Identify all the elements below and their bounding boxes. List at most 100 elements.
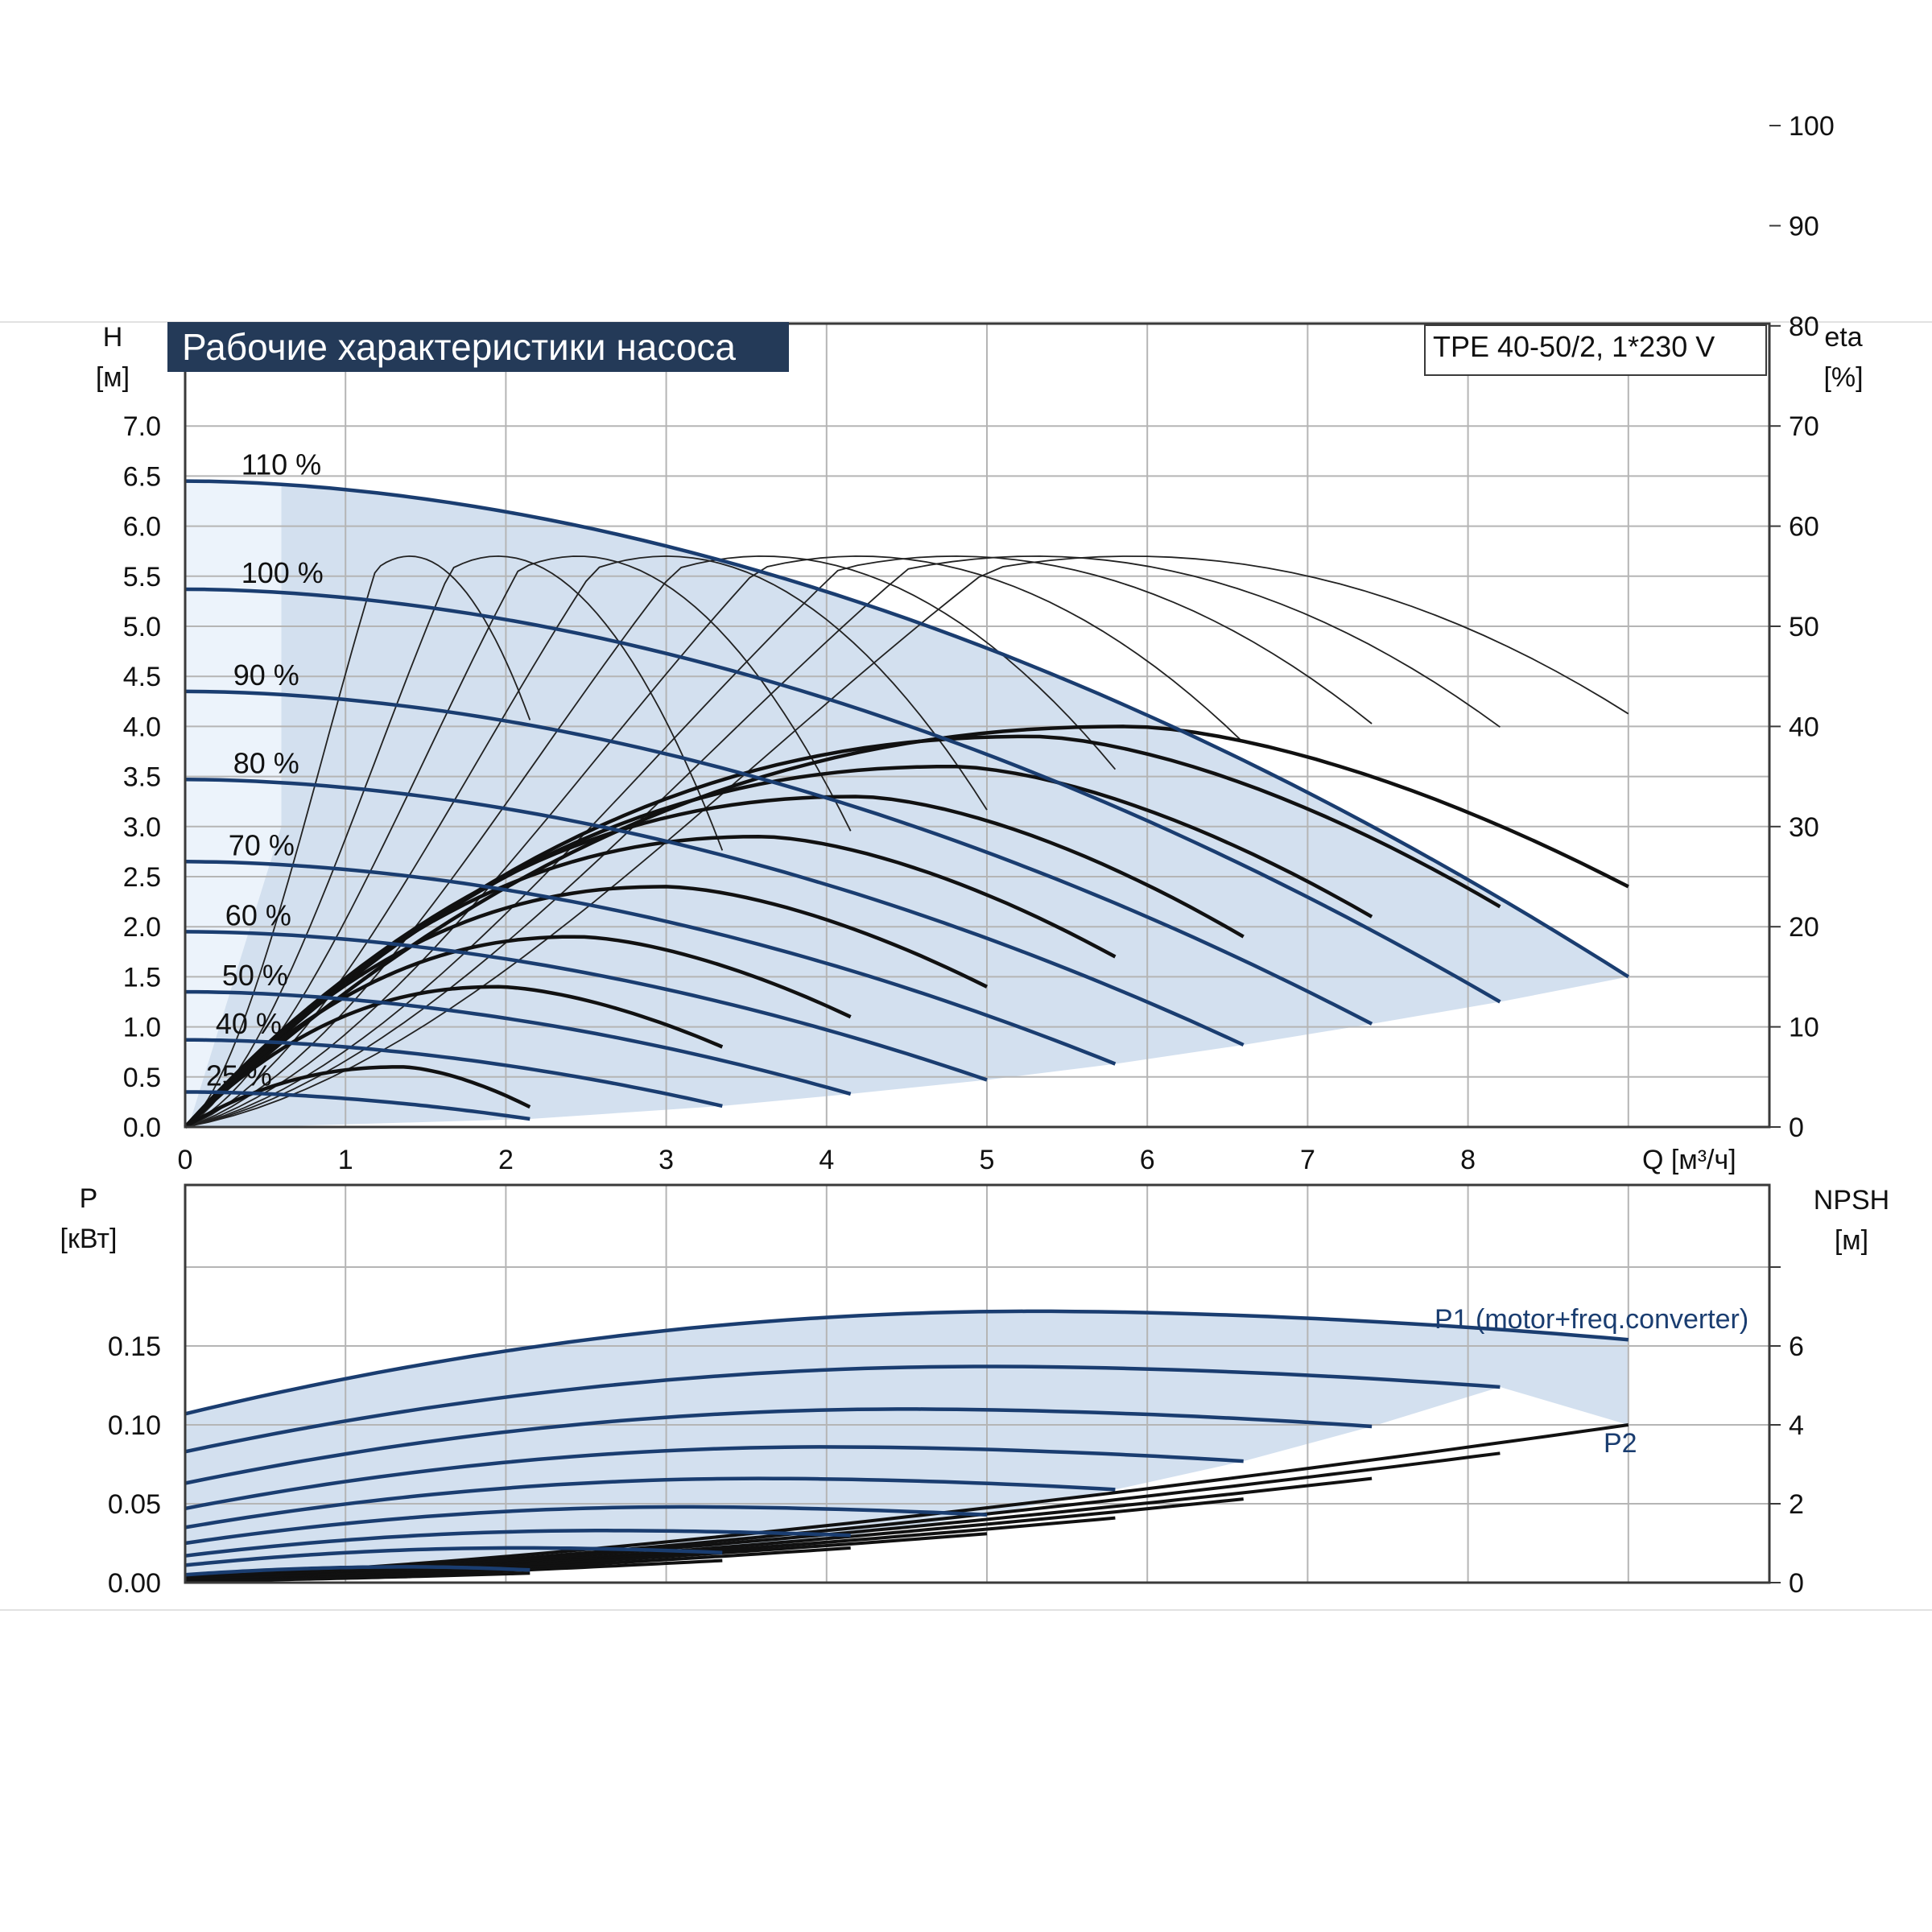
- y2-tick-label: 20: [1789, 912, 1819, 943]
- p-tick-label: 0.15: [108, 1331, 161, 1362]
- y2-tick-label: 90: [1789, 211, 1819, 242]
- y2-tick-label: 100: [1789, 111, 1835, 142]
- p2-curve-label: P2: [1604, 1428, 1637, 1459]
- y2-tick-label: 80: [1789, 312, 1819, 342]
- p1-curve: [184, 1445, 1244, 1511]
- x-tick-label: 0: [178, 1145, 193, 1175]
- y-axis-name: H: [103, 322, 123, 353]
- y-tick-label: 3.5: [123, 762, 161, 793]
- p2-curve: [184, 1423, 1629, 1579]
- p1-curve: [184, 1546, 723, 1567]
- speed-label: 50 %: [222, 959, 288, 992]
- y2-tick-label: 70: [1789, 411, 1819, 442]
- efficiency-arc: [184, 555, 1245, 1128]
- speed-label: 40 %: [216, 1007, 282, 1040]
- p2-curve: [185, 1571, 530, 1583]
- p-tick-label: 0.00: [108, 1568, 161, 1599]
- y-tick-label: 2.0: [123, 912, 161, 943]
- npsh-axis-unit: [м]: [1835, 1225, 1868, 1256]
- efficiency-arc: [184, 555, 1501, 1128]
- y2-tick-label: 30: [1789, 812, 1819, 843]
- npsh-axis-name: NPSH: [1814, 1185, 1889, 1216]
- x-axis-label: Q [м³/ч]: [1642, 1145, 1736, 1175]
- head-curve: [185, 1090, 530, 1121]
- efficiency-curve: [184, 834, 1117, 1129]
- y2-tick-label: 50: [1789, 612, 1819, 642]
- y-tick-label: 7.0: [123, 411, 161, 442]
- head-curve: [184, 479, 1630, 979]
- p1-curve: [184, 1309, 1629, 1416]
- p-tick-label: 0.10: [108, 1410, 161, 1441]
- speed-label: 100 %: [242, 556, 324, 589]
- y2-axis-unit: [%]: [1823, 362, 1863, 393]
- y-tick-label: 0.5: [123, 1063, 161, 1093]
- x-tick-label: 4: [819, 1145, 834, 1175]
- operating-region: [185, 481, 1629, 1127]
- p2-curve: [184, 1532, 988, 1582]
- efficiency-curve: [184, 1065, 531, 1129]
- efficiency-arc: [184, 555, 852, 1128]
- efficiency-curve: [184, 935, 852, 1129]
- speed-label: 110 %: [242, 448, 321, 481]
- head-chart: 0 1 2 3 4 5 6 7 8 0.0 0.5 1.0 1.5 2.0 2.5 3.0 3.5 4.0 4.5 5…: [96, 111, 1864, 1175]
- y2-tick-label: 0: [1789, 1113, 1804, 1143]
- p1-curve: [184, 1364, 1501, 1454]
- efficiency-curve: [184, 885, 988, 1129]
- x-tick-label: 1: [338, 1145, 353, 1175]
- y2-tick-label: 40: [1789, 712, 1819, 742]
- y-tick-label: 5.5: [123, 562, 161, 592]
- p1-curve: [184, 1407, 1373, 1485]
- chart-title-box: [167, 322, 789, 372]
- y-tick-label: 4.5: [123, 662, 161, 692]
- head-curve: [185, 1038, 723, 1108]
- speed-label: 70 %: [229, 828, 295, 861]
- p1-curve: [184, 1529, 851, 1558]
- npsh-tick-label: 6: [1789, 1331, 1804, 1362]
- speed-label: 90 %: [233, 658, 299, 691]
- p2-curve: [184, 1476, 1373, 1580]
- y2-tick-label: 60: [1789, 512, 1819, 543]
- efficiency-arc: [184, 555, 1373, 1128]
- head-chart-frame: [184, 322, 1771, 1129]
- model-label-box: [1424, 324, 1767, 376]
- y-tick-label: 1.5: [123, 962, 161, 993]
- x-tick-label: 7: [1300, 1145, 1315, 1175]
- p1-curve: [184, 1565, 530, 1577]
- y-axis-unit: [м]: [96, 362, 130, 393]
- y-tick-label: 6.5: [123, 461, 161, 492]
- npsh-tick-label: 0: [1789, 1568, 1804, 1599]
- efficiency-arc: [184, 555, 988, 1128]
- y-tick-label: 3.0: [123, 812, 161, 843]
- efficiency-arc: [184, 555, 1629, 1128]
- x-tick-label: 5: [980, 1145, 995, 1175]
- head-curve: [184, 778, 1245, 1047]
- x-tick-label: 3: [658, 1145, 674, 1175]
- speed-label: 60 %: [225, 898, 291, 931]
- head-curve: [184, 930, 988, 1082]
- p-tick-label: 0.05: [108, 1489, 161, 1520]
- p-axis-unit: [кВт]: [60, 1224, 118, 1254]
- chart-title: Рабочие характеристики насоса: [182, 326, 736, 368]
- low-flow-region: [185, 481, 282, 1127]
- y-tick-label: 0.0: [123, 1113, 161, 1143]
- x-tick-label: 8: [1460, 1145, 1476, 1175]
- power-chart-frame: [184, 1183, 1771, 1584]
- efficiency-arc: [184, 555, 531, 1128]
- efficiency-curve: [184, 985, 724, 1129]
- model-label: TPE 40-50/2, 1*230 V: [1433, 330, 1715, 363]
- speed-label: 80 %: [233, 746, 299, 779]
- npsh-tick-label: 4: [1789, 1410, 1804, 1441]
- head-curve: [185, 989, 852, 1096]
- x-tick-label: 6: [1140, 1145, 1155, 1175]
- power-chart: 0.00 0.05 0.10 0.15 0 2 4 6 P [кВт] NPSH [м] P1…: [60, 1183, 1890, 1599]
- y-tick-label: 2.5: [123, 862, 161, 893]
- head-curve: [184, 860, 1117, 1066]
- npsh-tick-label: 2: [1789, 1489, 1804, 1520]
- p1-curve: [184, 1505, 988, 1546]
- y2-tick-label: 10: [1789, 1013, 1819, 1043]
- efficiency-arc: [184, 555, 724, 1128]
- head-curve: [184, 689, 1373, 1026]
- y-tick-label: 6.0: [123, 512, 161, 543]
- head-curve: [184, 587, 1501, 1004]
